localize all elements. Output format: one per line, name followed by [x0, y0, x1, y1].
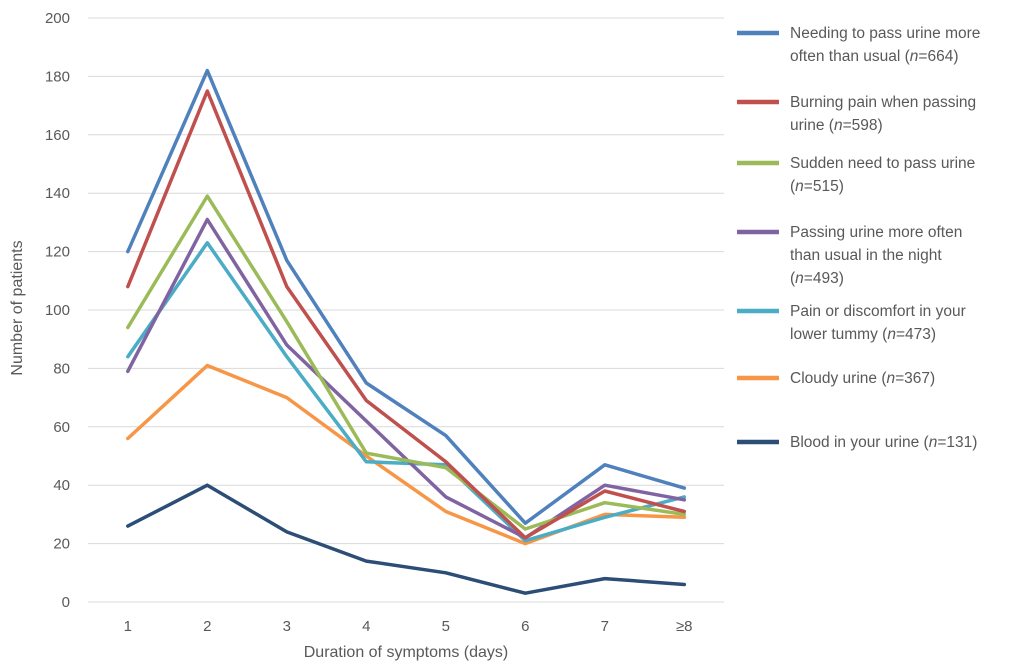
y-tick-label: 200 — [45, 10, 70, 27]
legend-label: Sudden need to pass urine — [790, 155, 975, 172]
legend-label: (n=493) — [790, 270, 844, 287]
y-tick-label: 20 — [53, 536, 70, 553]
x-tick-label: 1 — [124, 618, 132, 635]
y-axis-title: Number of patients — [9, 240, 26, 375]
x-tick-label: 6 — [521, 618, 529, 635]
series-line-1 — [126, 89, 687, 540]
legend-item: Cloudy urine (n=367) — [737, 370, 935, 387]
legend-label: (n=515) — [790, 178, 844, 195]
legend-item: Needing to pass urine more often than usu… — [737, 25, 980, 65]
x-axis-title: Duration of symptoms (days) — [304, 644, 509, 661]
gridlines — [88, 17, 724, 603]
series-line-6 — [126, 483, 687, 595]
legend-label: lower tummy (n=473) — [790, 326, 936, 343]
legend-label: Cloudy urine (n=367) — [790, 370, 935, 387]
legend-label: often than usual (n=664) — [790, 48, 958, 65]
legend-item: Burning pain when passing urine (n=598) — [737, 94, 976, 134]
legend-label: urine (n=598) — [790, 117, 883, 134]
legend-label: Needing to pass urine more — [790, 25, 980, 42]
y-tick-label: 160 — [45, 127, 70, 144]
y-tick-label: 60 — [53, 419, 70, 436]
y-tick-label: 0 — [62, 594, 70, 611]
x-tick-label: 7 — [601, 618, 609, 635]
series-line-4 — [126, 241, 687, 543]
legend: Needing to pass urine more often than usu… — [737, 25, 980, 451]
y-axis-ticks: 0 20 40 60 80 100 120 140 160 180 200 — [45, 10, 70, 611]
legend-item: Sudden need to pass urine (n=515) — [737, 155, 975, 195]
x-axis-ticks: 1 2 3 4 5 6 7 ≥8 — [124, 618, 693, 635]
y-tick-label: 120 — [45, 244, 70, 261]
legend-label: Passing urine more often — [790, 224, 962, 241]
series-line-2 — [126, 194, 687, 531]
x-tick-label: 4 — [362, 618, 370, 635]
x-tick-label: 3 — [283, 618, 291, 635]
legend-item: Pain or discomfort in your lower tummy (n… — [737, 303, 966, 343]
series-line-3 — [126, 217, 687, 540]
legend-label: Burning pain when passing — [790, 94, 976, 111]
series-line-0 — [126, 68, 687, 525]
legend-item: Passing urine more often than usual in th… — [737, 224, 962, 287]
legend-item: Blood in your urine (n=131) — [737, 434, 977, 451]
x-tick-label: 2 — [203, 618, 211, 635]
legend-label: Blood in your urine (n=131) — [790, 434, 977, 451]
x-tick-label: 5 — [442, 618, 450, 635]
y-tick-label: 140 — [45, 185, 70, 202]
series-line-5 — [126, 363, 687, 546]
y-tick-label: 80 — [53, 360, 70, 377]
y-tick-label: 100 — [45, 302, 70, 319]
y-tick-label: 180 — [45, 68, 70, 85]
y-tick-label: 40 — [53, 477, 70, 494]
x-tick-label: ≥8 — [676, 618, 693, 635]
series-lines — [126, 68, 687, 595]
legend-label: Pain or discomfort in your — [790, 303, 966, 320]
legend-label: than usual in the night — [790, 247, 942, 264]
